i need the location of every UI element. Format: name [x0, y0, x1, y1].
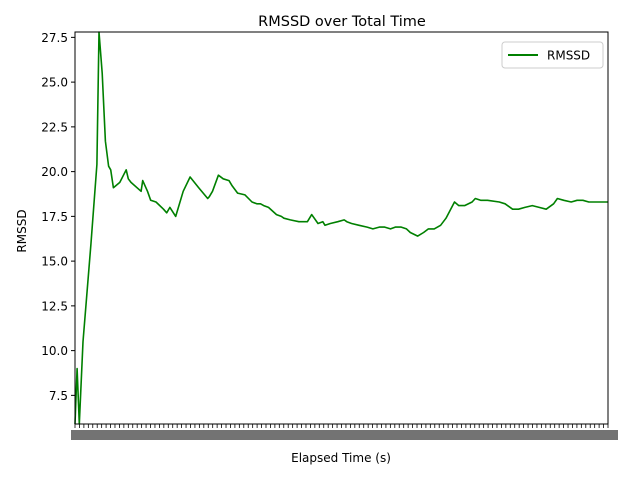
- y-tick-label: 7.5: [49, 389, 68, 403]
- chart-title: RMSSD over Total Time: [258, 14, 426, 30]
- y-tick-label: 10.0: [41, 344, 68, 358]
- series-line-rmssd: [74, 31, 608, 425]
- y-tick-label: 22.5: [41, 120, 68, 134]
- y-tick-label: 17.5: [41, 210, 68, 224]
- y-tick-label: 27.5: [41, 31, 68, 45]
- legend: RMSSD: [501, 41, 604, 69]
- y-tick-label: 20.0: [41, 165, 68, 179]
- x-tick-labels-overlapping: [71, 430, 618, 440]
- y-tick-label: 25.0: [41, 76, 68, 90]
- y-tick-label: 12.5: [41, 299, 68, 313]
- y-axis-label: RMSSD: [15, 209, 29, 252]
- axes-frame: [74, 31, 609, 425]
- y-tick-label: 15.0: [41, 255, 68, 269]
- plot-area: 7.5 10.0 12.5 15.0 17.5 20.0 22.5 25.0 27.5: [41, 31, 618, 440]
- legend-frame: [501, 41, 604, 69]
- legend-label-rmssd: RMSSD: [547, 49, 590, 63]
- x-axis-label: Elapsed Time (s): [291, 451, 391, 465]
